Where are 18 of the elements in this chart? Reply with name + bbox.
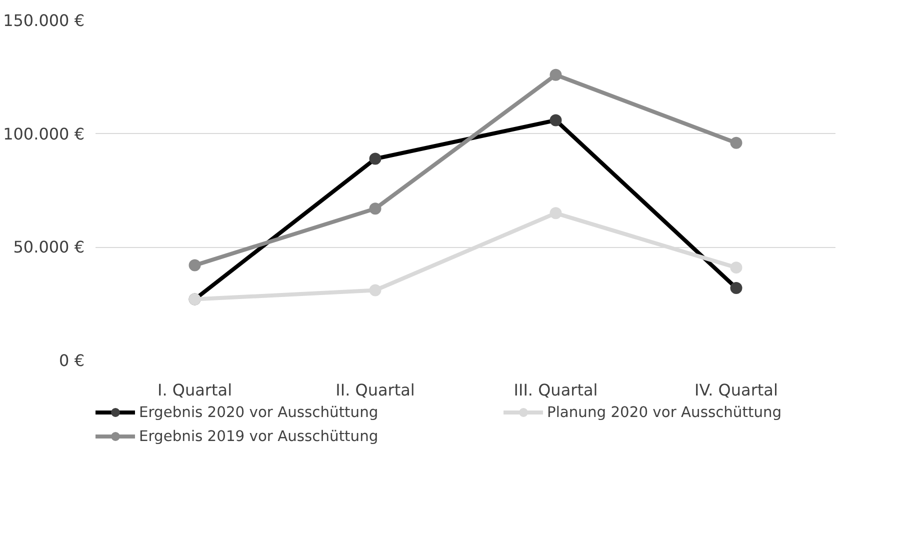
point xyxy=(369,202,382,215)
point xyxy=(369,284,382,296)
legend-label: Planung 2020 vor Ausschüttung xyxy=(547,404,783,420)
point xyxy=(730,136,742,149)
point xyxy=(550,68,562,81)
y-tick-label: 0 € xyxy=(59,351,85,370)
point xyxy=(550,207,562,220)
x-tick-label: III. Quartal xyxy=(514,380,598,400)
legend-label: Ergebnis 2019 vor Ausschüttung xyxy=(139,428,380,444)
x-tick-label: I. Quartal xyxy=(158,380,232,400)
y-tick-label: 100.000 € xyxy=(3,124,85,144)
y-tick-label: 150.000 € xyxy=(3,11,85,30)
legend-label: Ergebnis 2020 vor Ausschüttung xyxy=(139,404,380,420)
y-tick-label: 50.000 € xyxy=(13,238,84,257)
x-tick-label: II. Quartal xyxy=(336,380,415,400)
point xyxy=(730,262,742,274)
point xyxy=(188,259,201,272)
x-tick-label: IV. Quartal xyxy=(694,380,778,400)
